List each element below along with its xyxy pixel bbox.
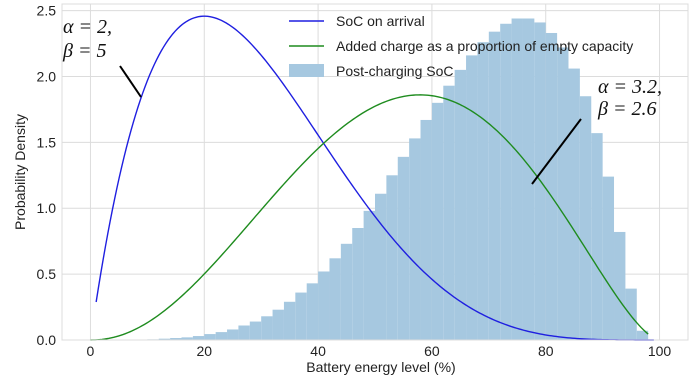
histogram-bar: [579, 96, 592, 340]
histogram-bar: [557, 47, 569, 340]
histogram-bar: [488, 31, 501, 340]
histogram-bar: [249, 321, 262, 340]
y-tick-label: 1.0: [37, 200, 57, 216]
x-axis-label: Battery energy level (%): [306, 359, 455, 375]
annotation-added-alpha: α = 3.2,: [598, 76, 662, 98]
plot-frame: [61, 3, 689, 341]
histogram-bar: [340, 243, 353, 340]
histogram-bar: [443, 85, 455, 340]
histogram-bar: [614, 231, 626, 340]
annotation-added-params: α = 3.2, β = 2.6: [531, 76, 662, 185]
x-tick-label: 20: [196, 343, 212, 359]
histogram-bar: [158, 338, 171, 340]
line-series: [90, 15, 654, 341]
histogram-bar: [215, 332, 228, 340]
y-tick-label: 2.0: [37, 68, 57, 84]
histogram-bar: [227, 329, 239, 340]
histogram-bar: [591, 133, 603, 340]
histogram-bar: [238, 325, 250, 340]
histogram-bar: [625, 288, 637, 340]
x-tick-label: 60: [424, 343, 440, 359]
histogram-bar: [283, 301, 296, 340]
y-tick-label: 0.5: [37, 266, 57, 282]
legend: SoC on arrival Added charge as a proport…: [289, 13, 633, 79]
annotation-added-pointer: [531, 118, 582, 185]
histogram-bar: [375, 193, 387, 340]
histogram-bar: [500, 23, 512, 340]
histogram-bar: [409, 138, 421, 340]
tick-labels: 0 20 40 60 80 100 0.0 0.5 1.0 1.5 2.0 2.5: [37, 3, 672, 359]
histogram-bar: [568, 68, 580, 341]
line-added-charge: [90, 94, 649, 341]
line-soc-on-arrival: [95, 15, 654, 341]
y-tick-label: 2.5: [37, 3, 57, 19]
histogram-bar: [272, 309, 284, 340]
legend-label-histogram: Post-charging SoC: [336, 63, 454, 79]
histogram-bar: [545, 32, 558, 341]
histogram-bar: [329, 258, 341, 340]
legend-label-arrival: SoC on arrival: [336, 13, 425, 29]
histogram-bar: [295, 292, 307, 340]
x-tick-label: 80: [538, 343, 554, 359]
annotation-arrival-beta: β = 5: [62, 40, 106, 62]
histogram-bar: [352, 228, 364, 340]
legend-label-added: Added charge as a proportion of empty ca…: [336, 38, 633, 54]
histogram-bar: [466, 55, 478, 340]
histogram-bar: [170, 338, 182, 340]
annotation-added-beta: β = 2.6: [597, 98, 656, 120]
y-tick-label: 0.0: [37, 332, 57, 348]
histogram-bar: [522, 18, 535, 341]
histogram-bar: [363, 210, 375, 340]
legend-swatch-histogram: [289, 64, 324, 77]
histogram-bar: [318, 271, 330, 340]
histogram-bar: [420, 119, 432, 340]
y-axis-label: Probability Density: [12, 114, 28, 230]
histogram-bar: [602, 176, 615, 340]
x-tick-label: 40: [310, 343, 326, 359]
histogram-bar: [431, 102, 444, 340]
histogram-bar: [397, 156, 410, 340]
histogram-bar: [477, 42, 489, 341]
annotation-arrival-pointer: [119, 65, 142, 98]
histogram-post-charging-soc: [147, 18, 649, 341]
histogram-bar: [204, 334, 216, 340]
histogram-bar: [192, 336, 205, 340]
histogram-bar: [306, 283, 319, 340]
x-tick-label: 0: [87, 343, 95, 359]
x-tick-label: 100: [648, 343, 672, 359]
histogram-bar: [181, 337, 193, 340]
annotation-arrival-alpha: α = 2,: [63, 16, 112, 38]
annotation-arrival-params: α = 2, β = 5: [62, 16, 142, 98]
histogram-bar: [511, 18, 523, 341]
histogram-bar: [386, 175, 398, 340]
histogram-bar: [261, 316, 273, 340]
histogram-bar: [454, 69, 467, 340]
y-tick-label: 1.5: [37, 134, 57, 150]
histogram-bar: [636, 330, 649, 340]
